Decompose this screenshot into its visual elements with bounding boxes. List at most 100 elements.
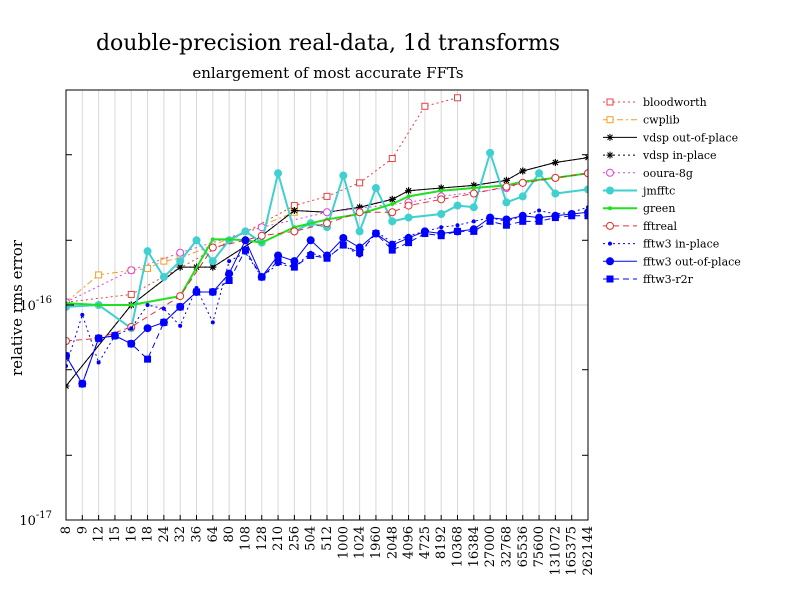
x-tick-label: 80 (222, 526, 237, 543)
data-point (551, 214, 559, 222)
data-point (176, 257, 185, 266)
x-tick-label: 16 (124, 526, 139, 543)
data-point (356, 249, 364, 257)
data-point (160, 257, 168, 265)
grid-lines (66, 90, 588, 520)
data-point (290, 227, 299, 236)
legend-marker (606, 151, 614, 159)
data-point (66, 352, 70, 360)
data-point (518, 192, 527, 201)
data-point (356, 179, 364, 187)
data-point (208, 257, 217, 266)
legend-label: vdsp out-of-place (642, 131, 738, 144)
x-tick-label: 1024 (353, 526, 368, 559)
x-tick-label: 504 (304, 526, 319, 551)
data-point (388, 246, 396, 254)
legend-label: bloodworth (643, 96, 707, 109)
legend-label: fftw3 out-of-place (643, 255, 741, 268)
data-point (290, 263, 298, 271)
x-tick-label: 32 (173, 526, 188, 543)
plot-series (66, 94, 588, 390)
data-point (421, 230, 429, 238)
data-point (551, 173, 560, 182)
data-point (96, 360, 101, 365)
data-point (551, 159, 559, 167)
legend-marker (606, 133, 614, 141)
x-tick-label: 8192 (434, 526, 449, 559)
data-point (225, 277, 233, 285)
data-point (80, 312, 85, 317)
data-point (178, 323, 183, 328)
x-tick-label: 131072 (548, 526, 563, 576)
data-point (584, 169, 588, 178)
data-point (111, 332, 119, 340)
legend-label: cwplib (643, 114, 680, 127)
data-point (469, 189, 478, 198)
series-line (66, 157, 588, 387)
data-point (241, 246, 249, 254)
data-point (406, 194, 411, 199)
y-axis-label: relative rms error (8, 239, 26, 376)
legend-marker (608, 206, 612, 211)
data-point (129, 303, 134, 307)
data-point (192, 236, 201, 245)
data-point (551, 189, 560, 198)
data-point (388, 195, 396, 203)
data-point (208, 243, 217, 252)
x-tick-label: 24 (157, 526, 172, 543)
data-point (437, 232, 445, 240)
data-point (454, 227, 461, 235)
series-line (66, 97, 458, 303)
x-tick-label: 256 (287, 526, 302, 551)
data-point (176, 248, 185, 257)
data-point (486, 148, 495, 157)
data-point (470, 181, 478, 189)
x-tick-label: 210 (271, 526, 286, 551)
x-tick-label: 4725 (418, 526, 433, 559)
series-line (66, 206, 588, 367)
x-tick-label: 10368 (451, 526, 466, 567)
x-tick-label: 16384 (467, 526, 482, 567)
data-point (78, 380, 86, 388)
legend-label: fftw3 in-place (643, 238, 719, 251)
data-point (355, 208, 364, 217)
data-point (469, 203, 478, 212)
data-point (371, 184, 380, 193)
data-point (225, 269, 234, 278)
data-point (323, 219, 331, 228)
data-point (193, 288, 200, 296)
data-point (388, 217, 397, 226)
legend-label: jmfftc (641, 185, 675, 198)
data-point (66, 337, 70, 346)
data-point (537, 208, 542, 213)
data-point (176, 263, 184, 271)
data-point (355, 227, 364, 236)
data-point (404, 201, 413, 210)
data-point (227, 237, 232, 242)
data-point (455, 223, 460, 228)
legend-marker (606, 275, 614, 283)
data-point (127, 340, 135, 348)
chart-subtitle: enlargement of most accurate FFTs (192, 64, 463, 82)
legend-label: fftw3-r2r (643, 273, 694, 286)
data-point (95, 334, 103, 342)
data-point (290, 257, 299, 266)
x-tick-label: 36 (190, 526, 205, 543)
data-point (143, 324, 152, 333)
x-tick-label: 108 (238, 526, 253, 551)
data-point (404, 213, 413, 222)
data-point (307, 251, 315, 259)
axis-ticks: 8 9 12 15 16 18 24 32 36 64 80 108 128 210 256 504 512 10… (19, 154, 596, 576)
data-point (339, 241, 347, 249)
data-point (258, 273, 266, 281)
data-point (227, 259, 232, 264)
data-point (176, 303, 184, 311)
data-point (159, 272, 168, 281)
data-point (568, 212, 576, 220)
legend-marker (606, 257, 614, 266)
data-point (390, 201, 395, 206)
legend-label: vdsp in-place (642, 149, 717, 162)
data-point (437, 210, 446, 219)
data-point (502, 182, 511, 191)
